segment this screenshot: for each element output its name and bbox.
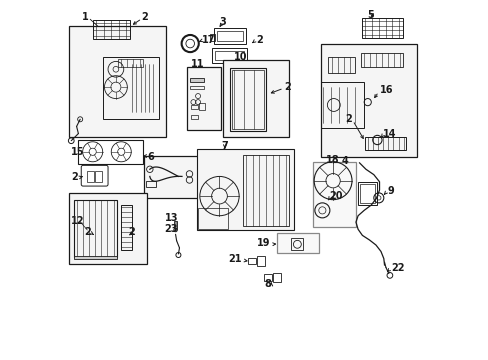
Bar bbox=[69, 26, 165, 137]
Text: 2: 2 bbox=[128, 227, 135, 237]
Text: 16: 16 bbox=[379, 85, 392, 95]
Bar bbox=[95, 171, 102, 182]
Bar bbox=[190, 78, 203, 82]
Text: 1: 1 bbox=[82, 13, 89, 22]
Bar bbox=[361, 18, 402, 38]
Bar bbox=[74, 200, 116, 257]
Bar bbox=[212, 48, 247, 63]
Text: 18: 18 bbox=[325, 155, 339, 165]
Text: 20: 20 bbox=[329, 191, 342, 201]
Text: 12: 12 bbox=[71, 216, 84, 226]
Bar bbox=[359, 184, 374, 203]
Text: 10: 10 bbox=[233, 53, 246, 63]
Text: 15: 15 bbox=[70, 147, 84, 157]
Bar bbox=[146, 181, 156, 187]
Bar bbox=[290, 238, 303, 250]
Bar bbox=[190, 105, 198, 109]
Bar bbox=[321, 44, 416, 157]
Bar bbox=[214, 28, 246, 44]
Bar bbox=[144, 156, 201, 198]
Bar bbox=[186, 67, 221, 130]
Bar bbox=[223, 60, 288, 137]
Text: 19: 19 bbox=[257, 238, 270, 248]
Text: 14: 14 bbox=[382, 129, 396, 139]
Bar bbox=[78, 140, 142, 164]
Bar bbox=[74, 256, 116, 258]
Bar bbox=[365, 137, 406, 150]
Text: 22: 22 bbox=[390, 262, 404, 273]
Bar bbox=[217, 31, 243, 41]
Text: 3: 3 bbox=[219, 17, 226, 27]
Text: 17: 17 bbox=[202, 35, 215, 45]
Bar bbox=[190, 86, 203, 89]
Bar bbox=[199, 103, 205, 111]
Text: 2: 2 bbox=[141, 13, 147, 22]
Text: 2: 2 bbox=[72, 172, 78, 183]
Text: 13: 13 bbox=[164, 212, 178, 222]
Bar bbox=[231, 70, 264, 129]
Bar bbox=[118, 59, 142, 67]
Bar bbox=[321, 82, 364, 128]
Bar bbox=[328, 57, 354, 73]
Bar bbox=[103, 57, 159, 119]
Bar bbox=[209, 33, 215, 41]
Bar bbox=[242, 155, 288, 226]
Bar bbox=[230, 68, 265, 131]
Text: 2: 2 bbox=[84, 227, 90, 237]
Bar bbox=[272, 273, 281, 282]
Bar bbox=[93, 20, 130, 39]
Text: 5: 5 bbox=[367, 10, 374, 19]
Text: 7: 7 bbox=[221, 141, 228, 151]
Text: 23: 23 bbox=[164, 224, 178, 234]
Text: 2: 2 bbox=[284, 82, 291, 92]
Bar bbox=[357, 182, 376, 205]
Bar bbox=[197, 149, 293, 230]
Circle shape bbox=[173, 228, 177, 232]
Text: 9: 9 bbox=[386, 186, 393, 196]
Bar bbox=[247, 257, 255, 264]
Bar bbox=[69, 193, 147, 264]
Bar bbox=[313, 162, 355, 227]
Bar bbox=[276, 233, 318, 253]
Bar bbox=[87, 171, 94, 182]
Text: 6: 6 bbox=[147, 152, 154, 162]
Bar bbox=[121, 205, 132, 249]
Bar bbox=[198, 207, 228, 229]
Bar bbox=[257, 256, 264, 266]
Text: 2: 2 bbox=[344, 114, 351, 124]
Text: 2: 2 bbox=[255, 35, 262, 45]
Bar bbox=[264, 274, 271, 281]
Bar bbox=[215, 51, 244, 60]
Bar bbox=[190, 115, 197, 118]
Text: 21: 21 bbox=[228, 254, 242, 264]
Text: 4: 4 bbox=[341, 156, 348, 166]
Bar bbox=[360, 53, 403, 67]
Text: 8: 8 bbox=[264, 279, 271, 289]
Bar bbox=[174, 221, 177, 229]
Text: 11: 11 bbox=[190, 59, 204, 68]
